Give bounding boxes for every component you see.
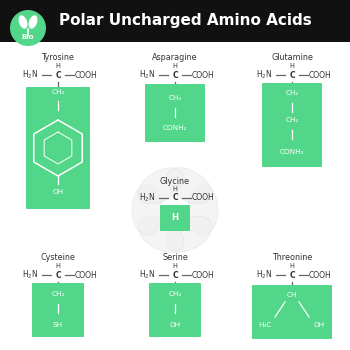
Text: Serine: Serine [162, 253, 188, 262]
Text: C: C [55, 271, 61, 280]
Text: OH: OH [314, 322, 324, 328]
Ellipse shape [166, 168, 212, 204]
Text: Glutamine: Glutamine [271, 54, 313, 63]
Text: COOH: COOH [309, 70, 331, 79]
Text: H: H [56, 263, 61, 269]
Text: H₃C: H₃C [258, 322, 272, 328]
Text: C: C [172, 271, 178, 280]
Text: H$_2$N: H$_2$N [256, 69, 272, 81]
Bar [0, 0, 350, 42]
Text: H$_2$N: H$_2$N [139, 269, 155, 281]
Text: H$_2$N: H$_2$N [139, 69, 155, 81]
Text: Polar Uncharged Amino Acids: Polar Uncharged Amino Acids [59, 14, 312, 28]
Ellipse shape [138, 168, 184, 204]
Text: CH₂: CH₂ [285, 90, 299, 96]
Text: COOH: COOH [192, 70, 214, 79]
FancyBboxPatch shape [160, 205, 190, 231]
FancyBboxPatch shape [32, 283, 84, 337]
Text: H: H [173, 63, 177, 69]
Ellipse shape [132, 185, 162, 235]
Text: H: H [173, 186, 177, 192]
Circle shape [10, 10, 46, 46]
Text: COOH: COOH [192, 194, 214, 203]
Text: CH₂: CH₂ [51, 89, 65, 95]
Text: CONH₂: CONH₂ [280, 149, 304, 155]
Text: OH: OH [52, 189, 64, 195]
Ellipse shape [19, 15, 27, 29]
Text: H$_2$N: H$_2$N [22, 269, 38, 281]
Text: COOH: COOH [75, 70, 97, 79]
Text: C: C [289, 70, 295, 79]
Text: H: H [289, 63, 294, 69]
Text: CH: CH [287, 292, 297, 298]
Text: C: C [289, 271, 295, 280]
FancyBboxPatch shape [145, 84, 205, 142]
Text: Glycine: Glycine [160, 177, 190, 187]
Text: COOH: COOH [75, 271, 97, 280]
Text: OH: OH [169, 322, 181, 328]
Text: H$_2$N: H$_2$N [22, 69, 38, 81]
Text: Asparagine: Asparagine [152, 54, 198, 63]
Text: CH₂: CH₂ [168, 291, 182, 297]
FancyBboxPatch shape [26, 87, 90, 209]
Text: CH₂: CH₂ [285, 117, 299, 123]
Text: H$_2$N: H$_2$N [256, 269, 272, 281]
Text: H: H [172, 214, 178, 223]
Text: Threonine: Threonine [272, 253, 312, 262]
FancyBboxPatch shape [262, 83, 322, 167]
Text: Cysteine: Cysteine [41, 253, 76, 262]
Text: CH₂: CH₂ [168, 95, 182, 101]
FancyBboxPatch shape [252, 285, 332, 339]
Text: C: C [172, 194, 178, 203]
Text: C: C [172, 70, 178, 79]
Text: H: H [173, 263, 177, 269]
Text: C: C [55, 70, 61, 79]
Text: SH: SH [53, 322, 63, 328]
FancyBboxPatch shape [149, 283, 201, 337]
Text: Tyrosine: Tyrosine [42, 54, 75, 63]
Ellipse shape [138, 216, 184, 252]
Text: COOH: COOH [309, 271, 331, 280]
Ellipse shape [188, 185, 218, 235]
Ellipse shape [166, 216, 212, 252]
Ellipse shape [29, 15, 37, 29]
Text: H$_2$N: H$_2$N [139, 192, 155, 204]
Text: Bio: Bio [22, 34, 34, 40]
Text: H: H [56, 63, 61, 69]
Text: CONH₂: CONH₂ [163, 125, 187, 131]
Text: H: H [289, 263, 294, 269]
Text: COOH: COOH [192, 271, 214, 280]
Text: CH₂: CH₂ [51, 291, 65, 297]
